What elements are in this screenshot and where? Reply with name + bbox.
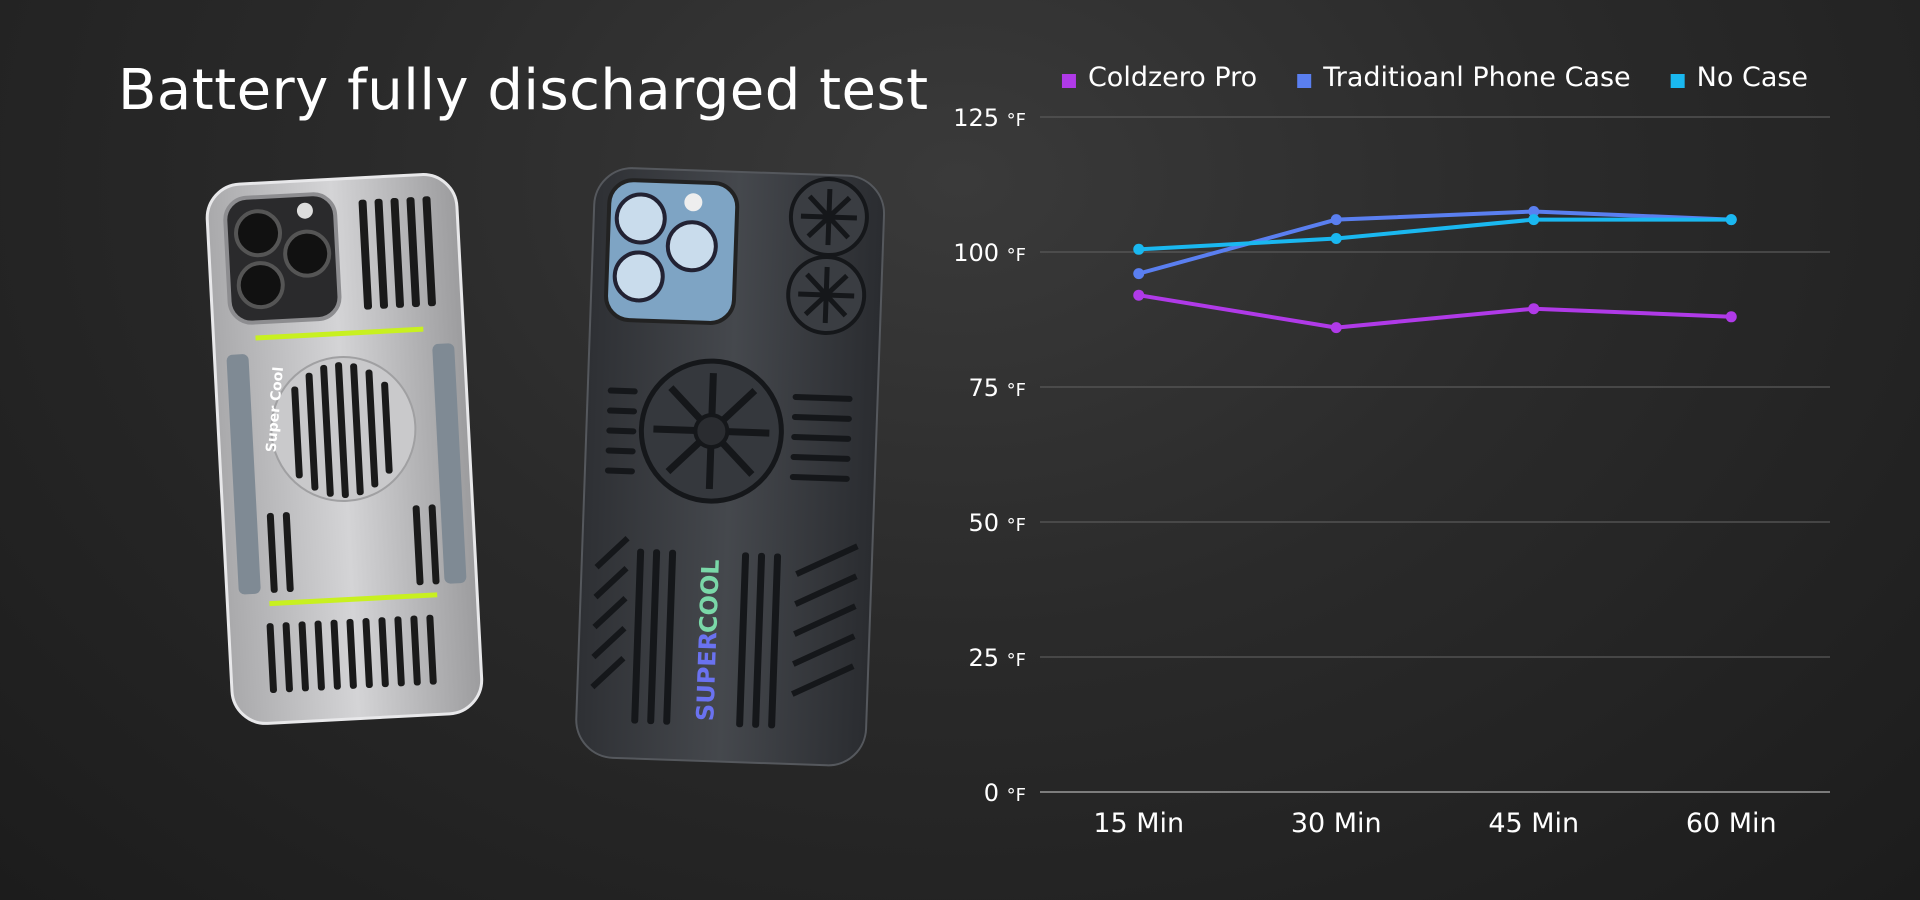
data-point	[1528, 214, 1540, 226]
y-tick-label: 0 °F	[984, 779, 1026, 807]
y-tick-label: 100 °F	[953, 239, 1026, 267]
legend-item: Traditioanl Phone Case	[1297, 62, 1631, 93]
legend-item: Coldzero Pro	[1061, 62, 1257, 93]
left-case-logo: Super Cool	[264, 366, 287, 453]
x-axis: 15 Min 30 Min 45 Min 60 Min	[1093, 808, 1776, 839]
y-tick-label: 125 °F	[953, 104, 1026, 132]
series-line-1	[1136, 209, 1734, 276]
chart-series	[1133, 206, 1737, 334]
chart-gridlines	[1040, 116, 1830, 793]
legend-swatch	[1670, 74, 1685, 88]
x-tick-label: 45 Min	[1488, 808, 1579, 839]
phone-cases-image: Super Cool	[205, 167, 886, 767]
data-point	[1725, 311, 1737, 323]
data-point	[1330, 322, 1342, 334]
y-tick-label: 75 °F	[968, 374, 1026, 402]
legend-swatch	[1297, 74, 1312, 88]
y-tick-label: 25 °F	[968, 644, 1026, 672]
chart-legend: Coldzero Pro Traditioanl Phone Case No Cas…	[1061, 62, 1808, 93]
legend-swatch	[1061, 74, 1076, 88]
legend-label: No Case	[1697, 62, 1808, 93]
dark-phone-case: SUPER COOL	[575, 167, 886, 767]
silver-phone-case: Super Cool	[205, 173, 484, 725]
data-point	[1330, 214, 1342, 226]
x-tick-label: 30 Min	[1291, 808, 1382, 839]
chart-title: Battery fully discharged test	[118, 58, 929, 123]
legend-label: Traditioanl Phone Case	[1322, 62, 1630, 93]
series-line-2	[1136, 217, 1734, 252]
y-tick-label: 50 °F	[968, 509, 1026, 537]
data-point	[1528, 303, 1540, 315]
right-case-logo-cool: COOL	[694, 559, 725, 634]
right-case-logo-super: SUPER	[691, 631, 722, 721]
legend-item: No Case	[1670, 62, 1808, 93]
data-point	[1725, 214, 1737, 226]
data-point	[1133, 243, 1145, 255]
x-tick-label: 15 Min	[1093, 808, 1184, 839]
y-axis: 0 °F 25 °F 50 °F 75 °F 100 °F 125 °F	[953, 104, 1026, 807]
legend-label: Coldzero Pro	[1088, 62, 1257, 93]
data-point	[1133, 289, 1145, 301]
data-point	[1330, 233, 1342, 244]
x-tick-label: 60 Min	[1686, 808, 1777, 839]
data-point	[1133, 268, 1145, 280]
series-line-0	[1136, 293, 1734, 330]
temperature-line-chart: Coldzero Pro Traditioanl Phone Case No Cas…	[953, 62, 1830, 839]
data-point	[1528, 206, 1540, 217]
